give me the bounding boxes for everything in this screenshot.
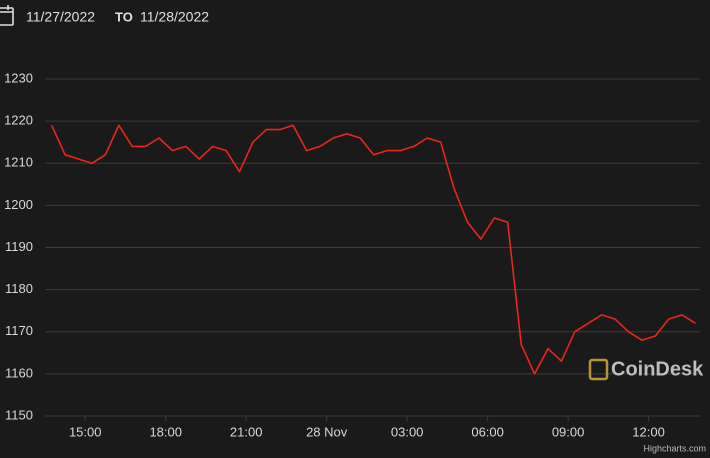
- calendar-icon: [0, 5, 14, 26]
- x-tick-label: 21:00: [230, 424, 263, 439]
- x-tick-label: 18:00: [149, 424, 182, 439]
- y-tick-label: 1150: [5, 407, 33, 422]
- x-tick-label: 28 Nov: [306, 424, 348, 439]
- credits: Highcharts.com: [643, 443, 706, 453]
- date-to: 11/28/2022: [140, 9, 209, 25]
- watermark: CoinDesk: [611, 358, 704, 380]
- y-tick-label: 1230: [4, 70, 33, 85]
- y-tick-label: 1200: [4, 197, 33, 212]
- y-tick-label: 1210: [4, 155, 33, 170]
- y-tick-label: 1190: [5, 239, 33, 254]
- watermark-logo: [588, 358, 609, 381]
- y-tick-label: 1170: [5, 323, 33, 338]
- x-tick-label: 15:00: [69, 424, 102, 439]
- x-tick-label: 03:00: [391, 424, 424, 439]
- y-tick-label: 1180: [5, 281, 33, 296]
- y-tick-label: 1220: [4, 113, 33, 128]
- date-from: 11/27/2022: [26, 9, 95, 25]
- price-line: [50, 124, 696, 375]
- x-tick-label: 09:00: [552, 424, 585, 439]
- x-tick-label: 06:00: [471, 424, 504, 439]
- y-tick-label: 1160: [5, 365, 33, 380]
- x-tick-label: 12:00: [632, 424, 665, 439]
- date-separator: TO: [115, 9, 133, 24]
- axes: 1150 1160 1170 1180 1190 1200 1210 1220 1230 15:0…: [4, 70, 700, 439]
